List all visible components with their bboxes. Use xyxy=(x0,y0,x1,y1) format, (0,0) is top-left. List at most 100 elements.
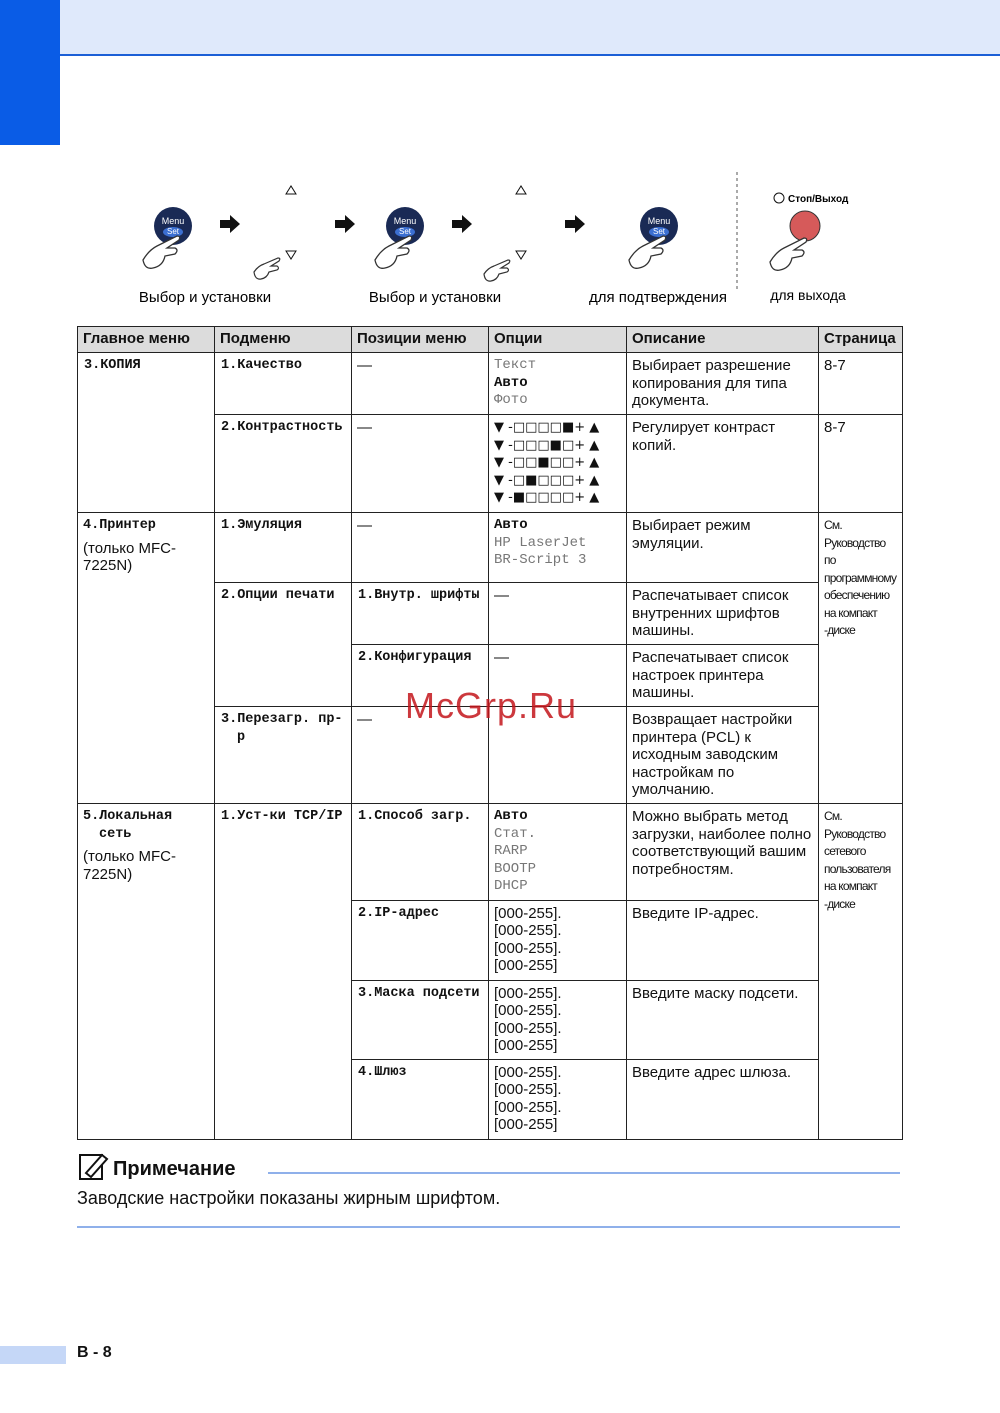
options: Текст Авто Фото xyxy=(488,352,627,415)
submenu: 1.Эмуляция xyxy=(214,512,352,583)
note-text: Заводские настройки показаны жирным шриф… xyxy=(77,1188,501,1208)
options: ▼ -□□□□■+ ▲ ▼ -□□□■□+ ▲ ▼ -□□■□□+ ▲ ▼ -□■□□… xyxy=(488,414,627,513)
header-block xyxy=(0,0,60,145)
step-label: Выбор и установки xyxy=(139,289,271,306)
option: RARP xyxy=(494,843,528,859)
main-menu: 3.КОПИЯ xyxy=(77,352,215,513)
page-ref: См. Руководство по программному обеспече… xyxy=(818,512,903,804)
note-rule xyxy=(77,1226,900,1228)
arrow xyxy=(335,215,355,233)
submenu: 3.Перезагр. пр-р xyxy=(214,706,352,804)
option: DHCP xyxy=(494,878,528,894)
option: — xyxy=(494,649,509,666)
footer-band xyxy=(0,1346,66,1364)
description: Введите маску подсети. xyxy=(626,979,819,1060)
up-key xyxy=(285,185,297,195)
button-text: Set xyxy=(653,227,666,236)
note-title: Примечание xyxy=(113,1158,236,1180)
description: Введите IP-адрес. xyxy=(626,899,819,981)
row: 3.КОПИЯ 1.Качество — Текст Авто Фото Выбир… xyxy=(77,352,903,513)
options: — xyxy=(488,644,627,707)
option: ▼ -■□□□□+ ▲ xyxy=(494,490,600,505)
step-label: для подтверждения xyxy=(589,289,727,306)
menu-position: — xyxy=(351,352,489,415)
down-key xyxy=(285,250,297,260)
description: Распечатывает список внутренних шрифтов … xyxy=(626,582,819,645)
options: [000-255]. [000-255]. [000-255]. [000-255] xyxy=(488,979,627,1060)
option: Текст xyxy=(494,357,537,373)
menu-button: Menu Set xyxy=(142,207,192,269)
options: Авто Стат. RARP BOOTP DHCP xyxy=(488,803,627,901)
option: [000-255]. xyxy=(494,1002,562,1019)
option: [000-255] xyxy=(494,1116,558,1133)
arrow xyxy=(452,215,472,233)
page-ref: 8-7 xyxy=(818,352,903,415)
menu-position: 3.Маска подсети xyxy=(351,979,489,1060)
row: 4.Принтер (только MFC-7225N) 1.Эмуляция … xyxy=(77,512,903,804)
column-header: Описание xyxy=(626,326,819,353)
option: [000-255]. xyxy=(494,1063,562,1081)
key-steps: Menu Set Menu Set Menu Set Стоп/Выход Вы… xyxy=(139,172,849,306)
page-ref: 8-7 xyxy=(818,414,903,513)
option: [000-255] xyxy=(494,1037,558,1054)
button-text: Menu xyxy=(162,216,185,226)
options: [000-255]. [000-255]. [000-255]. [000-255] xyxy=(488,1058,627,1140)
menu-position: 1.Способ загр. xyxy=(351,803,489,901)
submenu: 1.Уст-ки TCP/IP xyxy=(214,803,352,1140)
option: ▼ -□□□■□+ ▲ xyxy=(494,437,600,453)
column-header: Страница xyxy=(818,326,903,353)
row: 2.Конфигурация — Распечатывает список на… xyxy=(78,644,903,707)
up-key xyxy=(515,185,527,195)
menu-position: 1.Внутр. шрифты xyxy=(351,582,489,645)
option: BOOTP xyxy=(494,860,537,877)
menu-position: 2.Конфигурация xyxy=(351,644,489,707)
menu-button: Menu Set xyxy=(374,207,424,269)
description: Можно выбрать метод загрузки, наиболее п… xyxy=(626,803,819,901)
option: [000-255]. xyxy=(494,1081,562,1098)
arrow xyxy=(220,215,240,233)
main-menu: 5.Локальная сеть (только MFC-7225N) xyxy=(77,803,215,1140)
option: [000-255]. xyxy=(494,1019,562,1037)
main-menu-item: 4.Принтер xyxy=(83,518,156,533)
button-text: Menu xyxy=(648,216,671,226)
option: [000-255]. xyxy=(494,1098,562,1116)
option: [000-255]. xyxy=(494,904,562,922)
page-number: B - 8 xyxy=(77,1344,112,1361)
column-header: Позиции меню xyxy=(351,326,489,353)
row: 2.IP-адрес [000-255]. [000-255]. [000-255]… xyxy=(78,899,903,981)
row: 5.Локальная сеть (только MFC-7225N) 1.Ус… xyxy=(77,803,903,1140)
option: [000-255]. xyxy=(494,939,562,957)
description: Выбирает разрешение копирования для типа… xyxy=(626,352,819,415)
stop-button xyxy=(789,210,821,242)
row: 3.Перезагр. пр-р — Возвращает настройки … xyxy=(78,706,903,804)
menu-position: 4.Шлюз xyxy=(351,1058,489,1140)
main-menu-note: (только MFC-7225N) xyxy=(83,848,177,883)
watermark: McGrp.Ru xyxy=(405,685,578,726)
options: — xyxy=(488,582,627,645)
step-label: Выбор и установки xyxy=(369,289,501,306)
menu-position: — xyxy=(351,706,489,804)
option: Фото xyxy=(494,392,528,408)
description: Выбирает режим эмуляции. xyxy=(626,512,819,583)
option: Стат. xyxy=(494,825,537,842)
option: [000-255]. xyxy=(494,922,562,939)
submenu: 1.Качество xyxy=(214,352,352,415)
header-row: Главное меню Подменю Позиции меню Опции … xyxy=(77,326,903,353)
submenu: 2.Контрастность xyxy=(214,414,352,513)
description: Возвращает настройки принтера (PCL) к ис… xyxy=(626,706,819,804)
options: Авто HP LaserJet BR-Script 3 xyxy=(488,512,627,583)
stop-label: Стоп/Выход xyxy=(788,194,849,205)
column-header: Главное меню xyxy=(77,326,215,353)
submenu: 2.Опции печати xyxy=(214,582,352,707)
button-text: Set xyxy=(399,227,412,236)
stop-icon xyxy=(773,192,785,204)
option: ▼ -□□□□■+ ▲ xyxy=(494,420,600,435)
option: ▼ -□■□□□+ ▲ xyxy=(494,472,600,488)
description: Распечатывает список настроек принтера м… xyxy=(626,644,819,707)
option: ▼ -□□■□□+ ▲ xyxy=(494,455,600,470)
arrow xyxy=(565,215,585,233)
option: [000-255]. xyxy=(494,984,562,1002)
button-text: Menu xyxy=(394,216,417,226)
option: BR-Script 3 xyxy=(494,552,587,568)
